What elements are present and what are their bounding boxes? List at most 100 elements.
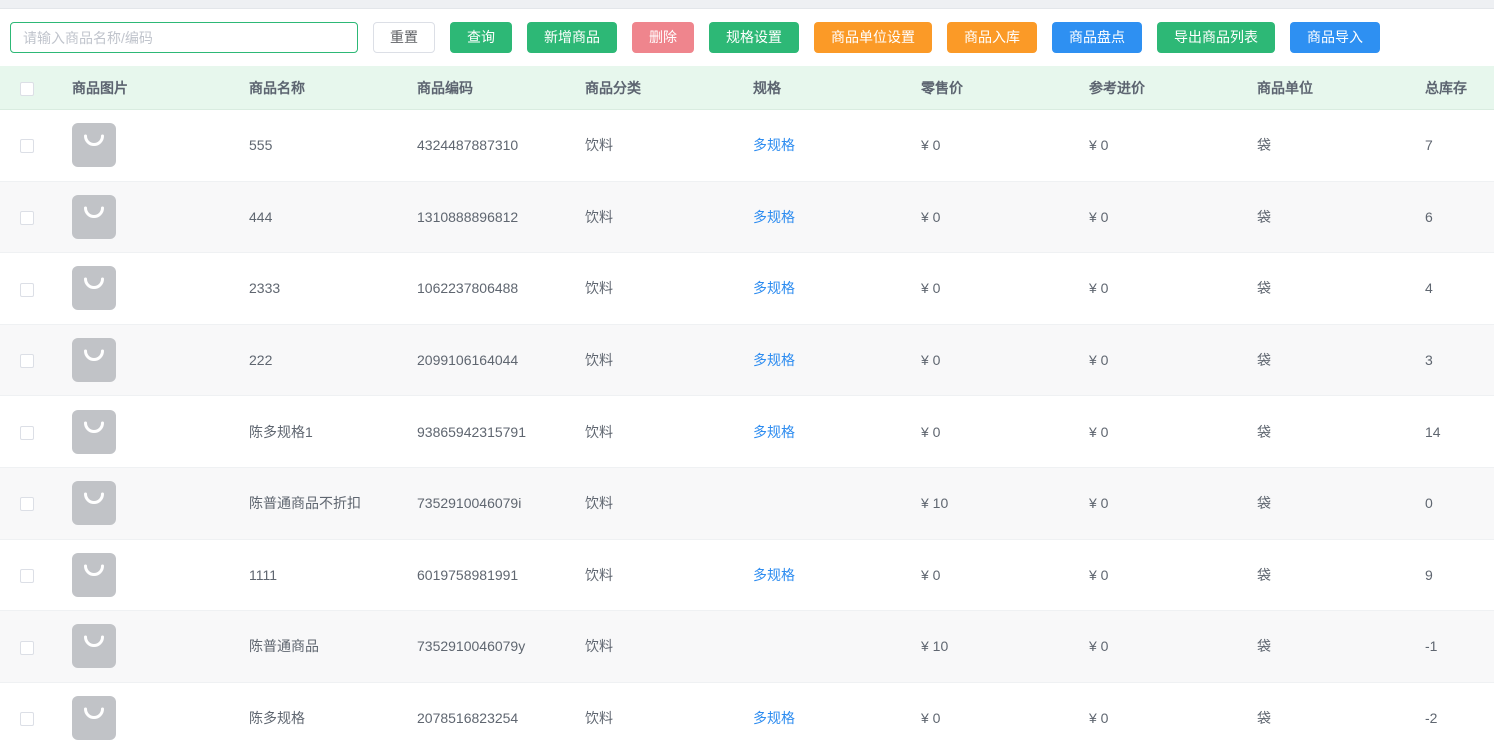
table-row: 陈普通商品 7352910046079y 饮料 ¥ 10 ¥ 0 袋 -1 [0, 611, 1494, 683]
purchase-price: ¥ 0 [1089, 566, 1109, 583]
purchase-price: ¥ 0 [1089, 638, 1109, 655]
total-stock: 3 [1425, 352, 1433, 369]
row-checkbox[interactable] [20, 640, 34, 655]
total-stock: 7 [1425, 137, 1433, 154]
table-row: 444 1310888896812 饮料 多规格 ¥ 0 ¥ 0 袋 6 [0, 181, 1494, 254]
row-checkbox[interactable] [20, 712, 34, 727]
select-all-checkbox[interactable] [20, 81, 34, 96]
table-body: 555 4324487887310 饮料 多规格 ¥ 0 ¥ 0 袋 7 444… [0, 110, 1494, 750]
product-image-placeholder-icon [72, 481, 116, 526]
product-name: 222 [249, 352, 273, 369]
row-checkbox[interactable] [20, 211, 34, 226]
delete-button[interactable]: 删除 [632, 22, 694, 53]
product-category: 饮料 [585, 280, 613, 297]
row-checkbox[interactable] [20, 354, 34, 369]
product-name: 陈多规格 [249, 710, 305, 727]
total-stock: 6 [1425, 208, 1433, 225]
retail-price: ¥ 0 [921, 423, 941, 440]
query-button[interactable]: 查询 [450, 22, 512, 53]
product-name: 陈多规格1 [249, 423, 313, 440]
product-category: 饮料 [585, 710, 613, 727]
multi-spec-link[interactable]: 多规格 [753, 566, 795, 583]
multi-spec-link[interactable]: 多规格 [753, 710, 795, 727]
multi-spec-link[interactable]: 多规格 [753, 137, 795, 154]
header-code: 商品编码 [417, 79, 473, 96]
retail-price: ¥ 0 [921, 566, 941, 583]
product-category: 饮料 [585, 566, 613, 583]
product-name: 555 [249, 137, 273, 154]
retail-price: ¥ 0 [921, 710, 941, 727]
retail-price: ¥ 0 [921, 208, 941, 225]
product-code: 1310888896812 [417, 208, 519, 225]
multi-spec-link[interactable]: 多规格 [753, 280, 795, 297]
multi-spec-link[interactable]: 多规格 [753, 208, 795, 225]
total-stock: 14 [1425, 423, 1441, 440]
table-row: 555 4324487887310 饮料 多规格 ¥ 0 ¥ 0 袋 7 [0, 110, 1494, 182]
retail-price: ¥ 0 [921, 352, 941, 369]
purchase-price: ¥ 0 [1089, 352, 1109, 369]
total-stock: -2 [1425, 710, 1438, 727]
product-name: 444 [249, 208, 273, 225]
retail-price: ¥ 10 [921, 495, 949, 512]
product-image-placeholder-icon [72, 624, 116, 669]
product-code: 7352910046079i [417, 495, 522, 512]
purchase-price: ¥ 0 [1089, 423, 1109, 440]
product-image-placeholder-icon [72, 194, 116, 239]
product-category: 饮料 [585, 208, 613, 225]
product-image-placeholder-icon [72, 409, 116, 454]
product-code: 7352910046079y [417, 638, 526, 655]
product-name: 陈普通商品 [249, 638, 319, 655]
search-input[interactable] [10, 22, 358, 53]
retail-price: ¥ 0 [921, 137, 941, 154]
product-unit: 袋 [1257, 710, 1271, 727]
stocktake-button[interactable]: 商品盘点 [1052, 22, 1142, 53]
table-row: 陈普通商品不折扣 7352910046079i 饮料 ¥ 10 ¥ 0 袋 0 [0, 467, 1494, 540]
product-code: 93865942315791 [417, 423, 527, 440]
product-name: 2333 [249, 280, 281, 297]
purchase-price: ¥ 0 [1089, 495, 1109, 512]
product-unit: 袋 [1257, 495, 1271, 512]
product-category: 饮料 [585, 352, 613, 369]
retail-price: ¥ 0 [921, 280, 941, 297]
table-header-row: 商品图片 商品名称 商品编码 商品分类 规格 零售价 参考进价 商品单位 总库存 [0, 66, 1494, 110]
header-spec: 规格 [753, 79, 781, 96]
total-stock: -1 [1425, 638, 1438, 655]
unit-settings-button[interactable]: 商品单位设置 [814, 22, 932, 53]
multi-spec-link[interactable]: 多规格 [753, 352, 795, 369]
product-code: 4324487887310 [417, 137, 519, 154]
product-image-placeholder-icon [72, 123, 116, 168]
stock-in-button[interactable]: 商品入库 [947, 22, 1037, 53]
product-image-placeholder-icon [72, 338, 116, 383]
product-unit: 袋 [1257, 137, 1271, 154]
product-code: 6019758981991 [417, 566, 519, 583]
toolbar: 重置 查询 新增商品 删除 规格设置 商品单位设置 商品入库 商品盘点 导出商品… [0, 9, 1494, 66]
row-checkbox[interactable] [20, 282, 34, 297]
row-checkbox[interactable] [20, 497, 34, 512]
table-row: 陈多规格 2078516823254 饮料 多规格 ¥ 0 ¥ 0 袋 -2 [0, 682, 1494, 750]
product-code: 2099106164044 [417, 352, 519, 369]
table-row: 222 2099106164044 饮料 多规格 ¥ 0 ¥ 0 袋 3 [0, 324, 1494, 397]
multi-spec-link[interactable]: 多规格 [753, 423, 795, 440]
retail-price: ¥ 10 [921, 638, 949, 655]
product-image-placeholder-icon [72, 696, 116, 741]
row-checkbox[interactable] [20, 425, 34, 440]
add-product-button[interactable]: 新增商品 [527, 22, 617, 53]
total-stock: 4 [1425, 280, 1433, 297]
product-code: 2078516823254 [417, 710, 519, 727]
import-products-button[interactable]: 商品导入 [1290, 22, 1380, 53]
table-row: 2333 1062237806488 饮料 多规格 ¥ 0 ¥ 0 袋 4 [0, 253, 1494, 325]
spec-settings-button[interactable]: 规格设置 [709, 22, 799, 53]
export-products-button[interactable]: 导出商品列表 [1157, 22, 1275, 53]
purchase-price: ¥ 0 [1089, 280, 1109, 297]
header-purchase: 参考进价 [1089, 79, 1145, 96]
reset-button[interactable]: 重置 [373, 22, 435, 53]
product-name: 1111 [249, 566, 278, 583]
row-checkbox[interactable] [20, 139, 34, 154]
total-stock: 9 [1425, 566, 1433, 583]
product-unit: 袋 [1257, 638, 1271, 655]
row-checkbox[interactable] [20, 569, 34, 583]
product-code: 1062237806488 [417, 280, 519, 297]
product-image-placeholder-icon [72, 552, 116, 597]
header-retail: 零售价 [921, 79, 963, 96]
purchase-price: ¥ 0 [1089, 208, 1109, 225]
